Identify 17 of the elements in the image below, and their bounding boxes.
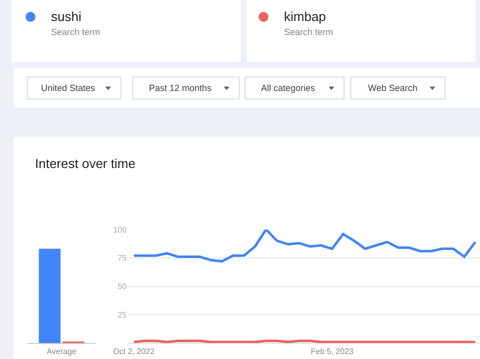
y-tick-label: 50 — [118, 282, 128, 292]
text: All categories — [261, 83, 316, 93]
y-tick-label: 100 — [113, 225, 128, 234]
x-tick-label: Average — [46, 346, 77, 356]
x-tick-label: Oct 2, 2022 — [113, 346, 156, 356]
chart-title: Interest over time — [35, 156, 136, 171]
text: Search term — [51, 27, 100, 37]
y-tick-label: 75 — [118, 254, 128, 263]
text: Web Search — [368, 83, 418, 93]
legend-label: kimbap — [284, 9, 326, 24]
y-tick-label: 25 — [118, 310, 128, 320]
text: Past 12 months — [149, 83, 212, 93]
text: Search term — [284, 27, 334, 37]
legend-label: sushi — [51, 9, 82, 24]
line-series — [132, 229, 477, 263]
text: United States — [41, 83, 96, 93]
x-tick-label: Feb 5, 2023 — [310, 346, 354, 356]
